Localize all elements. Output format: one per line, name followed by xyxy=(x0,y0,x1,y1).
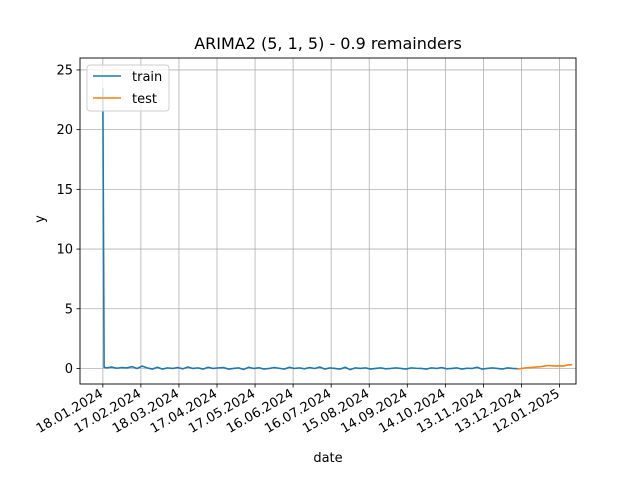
legend-label-test: test xyxy=(132,92,157,107)
legend-label-train: train xyxy=(132,70,162,85)
series-layer xyxy=(102,87,573,371)
y-axis-ticks: 0 5 10 15 20 25 xyxy=(56,63,80,377)
legend: train test xyxy=(86,64,170,112)
axes-border xyxy=(79,57,577,385)
chart-title: ARIMA2 (5, 1, 5) - 0.9 remainders xyxy=(194,34,462,53)
series-line-train xyxy=(102,87,518,371)
y-axis-label: y xyxy=(33,215,48,223)
y-tick-label: 25 xyxy=(56,63,73,78)
y-tick-label: 10 xyxy=(56,243,73,258)
y-tick-label: 20 xyxy=(56,123,73,138)
y-tick-label: 5 xyxy=(65,302,73,317)
axes-frame xyxy=(79,57,577,385)
grid-lines xyxy=(80,58,576,384)
series-line-test xyxy=(517,363,573,370)
y-tick-label: 15 xyxy=(56,183,73,198)
y-tick-label: 0 xyxy=(65,362,73,377)
x-axis-label: date xyxy=(313,451,342,466)
